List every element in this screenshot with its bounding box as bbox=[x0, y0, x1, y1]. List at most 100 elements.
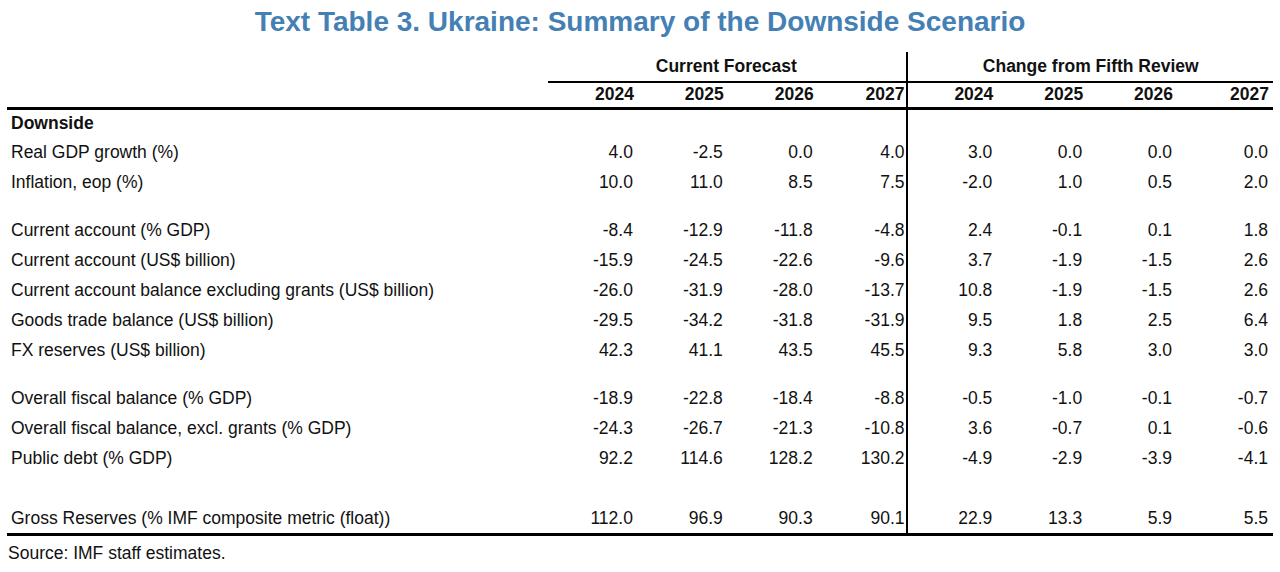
cell-current-forecast: -31.9 bbox=[818, 305, 908, 335]
cell-current-forecast: -13.7 bbox=[818, 275, 908, 305]
cell-current-forecast bbox=[548, 108, 638, 137]
year-header: 2024 bbox=[907, 82, 997, 108]
cell-change-from-fifth-review: 0.5 bbox=[1087, 167, 1177, 197]
year-header-row: 2024 2025 2026 2027 2024 2025 2026 2027 bbox=[7, 82, 1273, 108]
row-label: Overall fiscal balance, excl. grants (% … bbox=[7, 413, 548, 443]
cell-change-from-fifth-review: -4.9 bbox=[907, 443, 997, 473]
cell-current-forecast: 8.5 bbox=[728, 167, 818, 197]
cell-change-from-fifth-review: 1.0 bbox=[997, 167, 1087, 197]
cell-current-forecast: 42.3 bbox=[548, 335, 638, 365]
cell-change-from-fifth-review: -0.6 bbox=[1177, 413, 1273, 443]
header-corner-cell bbox=[7, 82, 548, 108]
year-header: 2027 bbox=[1177, 82, 1273, 108]
cell-change-from-fifth-review: 5.5 bbox=[1177, 504, 1273, 534]
cell-current-forecast bbox=[728, 197, 818, 215]
cell-current-forecast: -4.8 bbox=[818, 215, 908, 245]
cell-change-from-fifth-review: -1.9 bbox=[997, 275, 1087, 305]
cell-change-from-fifth-review: -0.7 bbox=[997, 413, 1087, 443]
year-header: 2026 bbox=[728, 82, 818, 108]
cell-change-from-fifth-review: 1.8 bbox=[997, 305, 1087, 335]
row-label: Inflation, eop (%) bbox=[7, 167, 548, 197]
cell-current-forecast bbox=[728, 473, 818, 504]
cell-change-from-fifth-review bbox=[997, 197, 1087, 215]
cell-change-from-fifth-review: 3.0 bbox=[907, 137, 997, 167]
table-row: Goods trade balance (US$ billion)-29.5-3… bbox=[7, 305, 1273, 335]
cell-change-from-fifth-review: 1.8 bbox=[1177, 215, 1273, 245]
cell-change-from-fifth-review: -1.5 bbox=[1087, 275, 1177, 305]
table-row-spacer bbox=[7, 365, 1273, 383]
cell-change-from-fifth-review: 5.9 bbox=[1087, 504, 1177, 534]
cell-change-from-fifth-review: 13.3 bbox=[997, 504, 1087, 534]
group-header-change-from-fifth-review: Change from Fifth Review bbox=[907, 52, 1273, 82]
cell-change-from-fifth-review: 5.8 bbox=[997, 335, 1087, 365]
cell-current-forecast: -28.0 bbox=[728, 275, 818, 305]
year-header: 2027 bbox=[818, 82, 908, 108]
table-row: Gross Reserves (% IMF composite metric (… bbox=[7, 504, 1273, 534]
cell-current-forecast: 112.0 bbox=[548, 504, 638, 534]
cell-current-forecast: -31.9 bbox=[638, 275, 728, 305]
cell-current-forecast: 92.2 bbox=[548, 443, 638, 473]
cell-change-from-fifth-review bbox=[997, 108, 1087, 137]
cell-change-from-fifth-review: -2.0 bbox=[907, 167, 997, 197]
cell-current-forecast bbox=[548, 365, 638, 383]
table-row-spacer bbox=[7, 473, 1273, 504]
year-header: 2025 bbox=[638, 82, 728, 108]
cell-change-from-fifth-review: 6.4 bbox=[1177, 305, 1273, 335]
cell-current-forecast: -34.2 bbox=[638, 305, 728, 335]
cell-current-forecast: 10.0 bbox=[548, 167, 638, 197]
cell-current-forecast: 4.0 bbox=[548, 137, 638, 167]
cell-change-from-fifth-review: 2.4 bbox=[907, 215, 997, 245]
cell-current-forecast: 90.3 bbox=[728, 504, 818, 534]
row-label: Public debt (% GDP) bbox=[7, 443, 548, 473]
table-header: Current Forecast Change from Fifth Revie… bbox=[7, 52, 1273, 108]
cell-change-from-fifth-review bbox=[997, 365, 1087, 383]
cell-current-forecast: 96.9 bbox=[638, 504, 728, 534]
cell-current-forecast: 43.5 bbox=[728, 335, 818, 365]
cell-current-forecast: 114.6 bbox=[638, 443, 728, 473]
cell-change-from-fifth-review: -0.5 bbox=[907, 383, 997, 413]
table-row: Current account balance excluding grants… bbox=[7, 275, 1273, 305]
row-label: Current account (% GDP) bbox=[7, 215, 548, 245]
row-label bbox=[7, 365, 548, 383]
cell-change-from-fifth-review: -4.1 bbox=[1177, 443, 1273, 473]
cell-change-from-fifth-review: 0.0 bbox=[997, 137, 1087, 167]
cell-current-forecast bbox=[818, 108, 908, 137]
cell-current-forecast: 7.5 bbox=[818, 167, 908, 197]
column-group-header-row: Current Forecast Change from Fifth Revie… bbox=[7, 52, 1273, 82]
cell-current-forecast bbox=[638, 108, 728, 137]
cell-change-from-fifth-review bbox=[1177, 197, 1273, 215]
row-label bbox=[7, 473, 548, 504]
cell-current-forecast: -12.9 bbox=[638, 215, 728, 245]
cell-change-from-fifth-review: 2.5 bbox=[1087, 305, 1177, 335]
cell-current-forecast: -21.3 bbox=[728, 413, 818, 443]
cell-current-forecast: 130.2 bbox=[818, 443, 908, 473]
cell-change-from-fifth-review: -0.1 bbox=[997, 215, 1087, 245]
cell-current-forecast bbox=[818, 365, 908, 383]
cell-change-from-fifth-review: -0.1 bbox=[1087, 383, 1177, 413]
cell-current-forecast bbox=[638, 473, 728, 504]
row-label: Gross Reserves (% IMF composite metric (… bbox=[7, 504, 548, 534]
table-row-section: Downside bbox=[7, 108, 1273, 137]
row-label: FX reserves (US$ billion) bbox=[7, 335, 548, 365]
cell-current-forecast: -15.9 bbox=[548, 245, 638, 275]
cell-change-from-fifth-review: -1.9 bbox=[997, 245, 1087, 275]
cell-current-forecast: 90.1 bbox=[818, 504, 908, 534]
cell-change-from-fifth-review: 10.8 bbox=[907, 275, 997, 305]
cell-change-from-fifth-review bbox=[1087, 108, 1177, 137]
table-row-spacer bbox=[7, 197, 1273, 215]
cell-current-forecast: -22.8 bbox=[638, 383, 728, 413]
cell-change-from-fifth-review bbox=[1177, 473, 1273, 504]
cell-current-forecast bbox=[728, 108, 818, 137]
cell-current-forecast bbox=[818, 197, 908, 215]
cell-change-from-fifth-review: 0.0 bbox=[1177, 137, 1273, 167]
cell-change-from-fifth-review bbox=[1087, 365, 1177, 383]
header-corner-cell bbox=[7, 52, 548, 82]
cell-current-forecast: -8.8 bbox=[818, 383, 908, 413]
cell-current-forecast: 41.1 bbox=[638, 335, 728, 365]
cell-change-from-fifth-review bbox=[907, 473, 997, 504]
cell-change-from-fifth-review: -2.9 bbox=[997, 443, 1087, 473]
cell-current-forecast: -10.8 bbox=[818, 413, 908, 443]
table-row: Public debt (% GDP)92.2114.6128.2130.2-4… bbox=[7, 443, 1273, 473]
cell-change-from-fifth-review: 3.0 bbox=[1087, 335, 1177, 365]
table-title: Text Table 3. Ukraine: Summary of the Do… bbox=[0, 0, 1280, 52]
